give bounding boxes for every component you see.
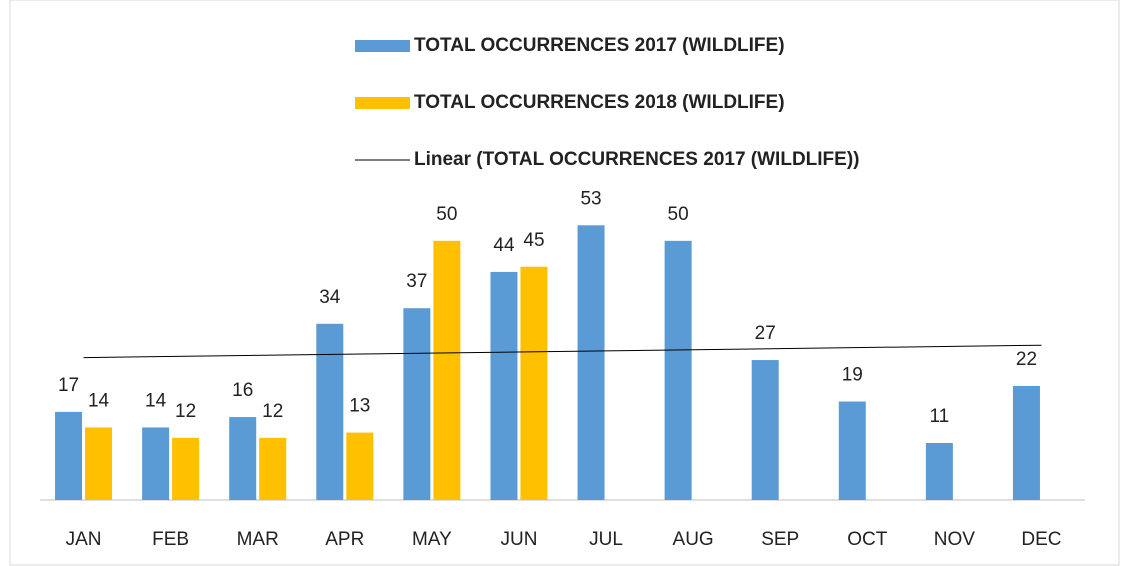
data-label: 53 [580,188,601,209]
legend-label: TOTAL OCCURRENCES 2017 (WILDLIFE) [414,35,785,56]
legend-label: TOTAL OCCURRENCES 2018 (WILDLIFE) [414,92,785,113]
bar [664,240,692,501]
data-label: 13 [349,396,370,417]
legend-swatch [355,97,410,109]
x-tick-label: JUN [500,529,537,550]
data-label: 37 [406,271,427,292]
data-label: 45 [523,230,544,251]
bar [838,401,866,500]
x-tick-label: DEC [1021,529,1061,550]
data-label: 34 [319,287,341,308]
x-tick-label: MAY [412,529,452,550]
data-label: 27 [755,323,776,344]
bar [433,240,461,501]
bar [751,360,779,500]
x-tick-label: JUL [589,529,623,550]
bar [403,308,431,500]
data-label: 14 [88,390,110,411]
x-tick-label: APR [325,529,364,550]
bar [259,437,287,500]
bar [925,442,953,500]
bar [577,225,605,501]
x-tick-label: SEP [761,529,799,550]
data-label: 22 [1016,349,1037,370]
data-label: 17 [58,375,79,396]
data-label: 50 [668,204,689,225]
data-label: 50 [436,204,457,225]
data-label: 19 [842,365,863,386]
bar [346,432,374,500]
data-label: 11 [930,406,950,427]
x-tick-label: NOV [934,529,976,550]
bar [142,427,170,500]
data-label: 14 [145,390,167,411]
x-tick-label: MAR [237,529,279,550]
x-tick-label: JAN [66,529,102,550]
data-label: 12 [175,401,196,422]
bar [490,271,518,500]
legend-label: Linear (TOTAL OCCURRENCES 2017 (WILDLIFE… [414,149,859,170]
bar [172,437,200,500]
data-label: 12 [262,401,283,422]
trendline [83,344,1042,359]
bar [229,417,257,500]
bar [316,323,344,500]
bar [85,427,113,500]
data-label: 44 [493,235,515,256]
x-tick-label: AUG [673,529,714,550]
x-tick-label: FEB [152,529,189,550]
bar [520,266,548,500]
bar [55,411,83,500]
x-tick-label: OCT [847,529,888,550]
data-label: 16 [232,380,253,401]
bar [1012,385,1040,500]
legend-swatch [355,40,410,52]
